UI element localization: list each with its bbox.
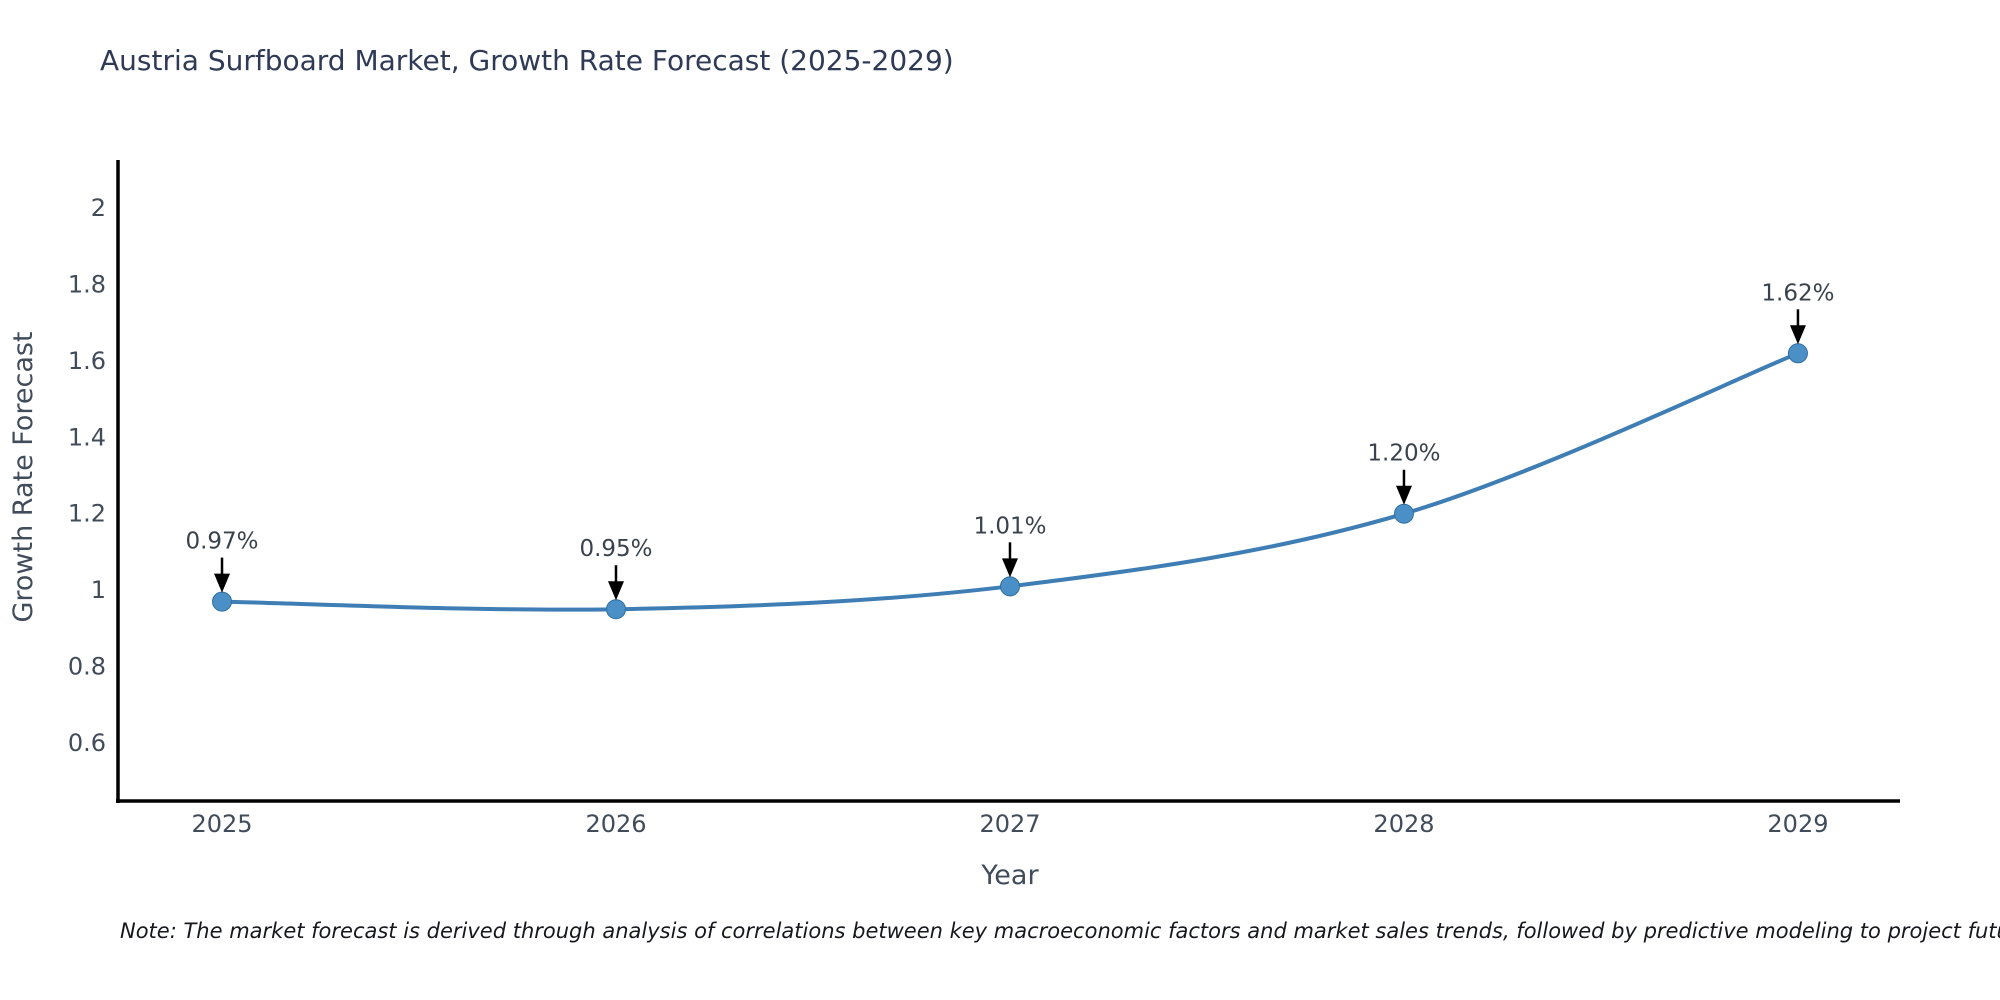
y-tick-label: 1.4 <box>68 423 106 451</box>
y-axis-title: Growth Rate Forecast <box>8 331 39 622</box>
point-annotation-label: 0.97% <box>185 529 258 555</box>
x-tick-label: 2028 <box>1373 810 1434 838</box>
x-tick-label: 2026 <box>585 810 646 838</box>
data-point-marker <box>212 591 233 612</box>
data-point-marker <box>1787 343 1808 364</box>
x-axis-title: Year <box>980 860 1039 891</box>
y-tick-label: 2 <box>91 194 106 222</box>
x-tick-label: 2029 <box>1767 810 1828 838</box>
y-tick-label: 1.6 <box>68 347 106 375</box>
annotation-arrow-head <box>1395 485 1412 505</box>
x-tick-label: 2027 <box>979 810 1040 838</box>
point-annotation-label: 1.62% <box>1761 280 1834 306</box>
annotation-arrow-head <box>214 573 231 593</box>
data-point-marker <box>999 576 1020 597</box>
y-tick-label: 0.8 <box>68 653 106 681</box>
y-tick-label: 1.2 <box>68 500 106 528</box>
annotation-arrow-head <box>1001 558 1018 578</box>
x-tick-label: 2025 <box>191 810 252 838</box>
y-tick-label: 0.6 <box>68 729 106 757</box>
point-annotation-label: 1.20% <box>1367 441 1440 467</box>
chart-title: Austria Surfboard Market, Growth Rate Fo… <box>100 44 954 77</box>
point-annotation-label: 0.95% <box>579 536 652 562</box>
point-annotation-label: 1.01% <box>973 513 1046 539</box>
footnote: Note: The market forecast is derived thr… <box>120 919 2000 943</box>
y-tick-label: 1.8 <box>68 271 106 299</box>
data-point-marker <box>605 599 626 620</box>
data-point-marker <box>1393 503 1414 524</box>
annotation-arrow-head <box>607 581 624 601</box>
y-tick-label: 1 <box>91 576 106 604</box>
annotation-arrow-head <box>1789 325 1806 345</box>
